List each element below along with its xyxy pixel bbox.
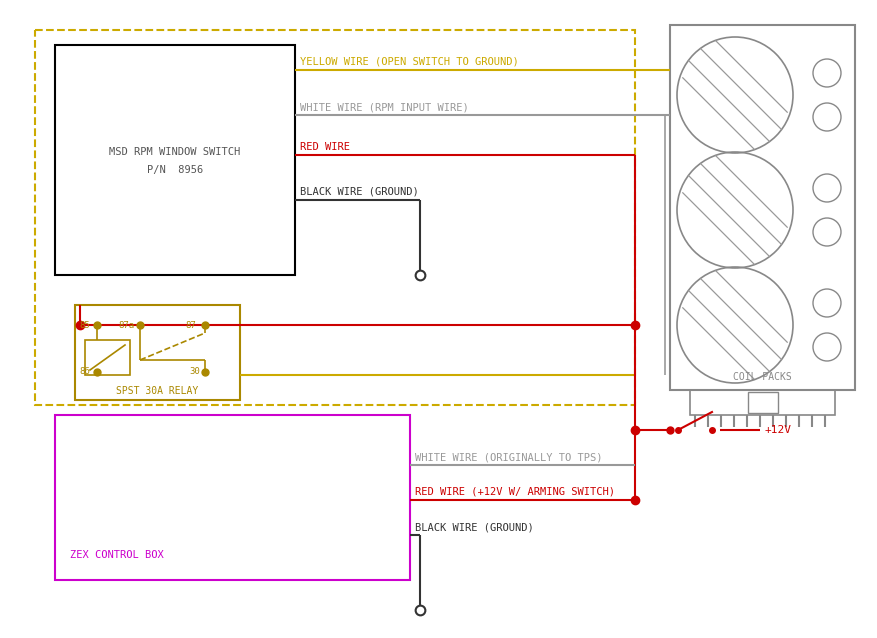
Text: COIL PACKS: COIL PACKS [733, 372, 792, 382]
Text: P/N  8956: P/N 8956 [146, 165, 203, 175]
Text: MSD RPM WINDOW SWITCH: MSD RPM WINDOW SWITCH [110, 147, 240, 157]
Text: 86: 86 [79, 367, 89, 376]
Text: 87a: 87a [118, 320, 134, 329]
Text: SPST 30A RELAY: SPST 30A RELAY [117, 386, 198, 396]
Bar [35, 30, 635, 405]
Text: ZEX CONTROL BOX: ZEX CONTROL BOX [70, 550, 164, 560]
Bar [75, 305, 240, 400]
Bar [747, 392, 778, 413]
Text: YELLOW WIRE (OPEN SWITCH TO GROUND): YELLOW WIRE (OPEN SWITCH TO GROUND) [300, 57, 519, 67]
Text: BLACK WIRE (GROUND): BLACK WIRE (GROUND) [415, 522, 534, 532]
Bar [55, 415, 410, 580]
Text: BLACK WIRE (GROUND): BLACK WIRE (GROUND) [300, 187, 418, 197]
Text: WHITE WIRE (RPM INPUT WIRE): WHITE WIRE (RPM INPUT WIRE) [300, 102, 468, 112]
Text: WHITE WIRE (ORIGINALLY TO TPS): WHITE WIRE (ORIGINALLY TO TPS) [415, 452, 602, 462]
Text: RED WIRE: RED WIRE [300, 142, 350, 152]
Bar [670, 25, 855, 390]
Text: RED WIRE (+12V W/ ARMING SWITCH): RED WIRE (+12V W/ ARMING SWITCH) [415, 487, 615, 497]
Text: 87: 87 [185, 320, 196, 329]
Bar [690, 390, 835, 415]
Text: 85: 85 [79, 320, 89, 329]
Text: +12V: +12V [765, 425, 792, 435]
Bar [55, 45, 295, 275]
Bar [85, 340, 130, 375]
Text: 30: 30 [189, 367, 200, 376]
